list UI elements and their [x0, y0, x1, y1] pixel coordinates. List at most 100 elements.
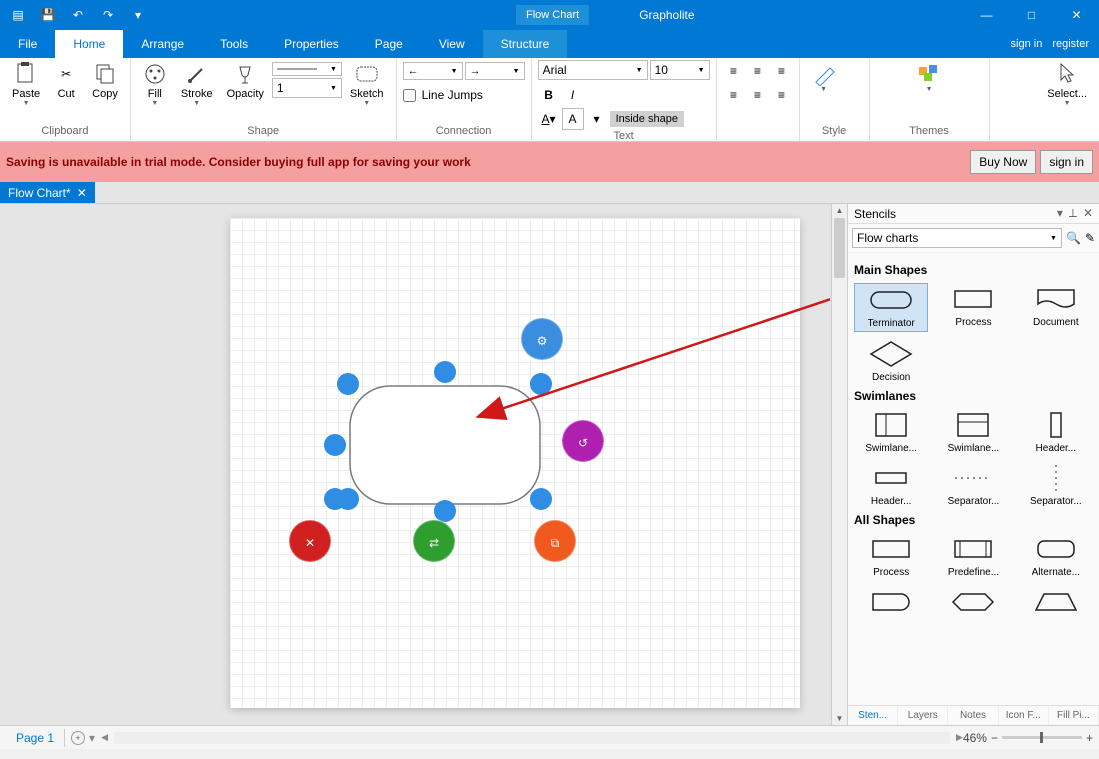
tab-home[interactable]: Home — [55, 30, 123, 58]
stencil-item-swimlane-v[interactable]: Swimlane... — [854, 409, 928, 456]
font-color-button[interactable]: A▾ — [538, 108, 560, 130]
canvas-action-copy[interactable]: ⧉ — [534, 520, 576, 562]
tab-tools[interactable]: Tools — [202, 30, 266, 58]
stencil-item-header-v[interactable]: Header... — [1019, 409, 1093, 456]
save-icon[interactable]: 💾 — [40, 7, 56, 23]
opacity-value-dropdown[interactable]: 1▼ — [272, 78, 342, 98]
add-page-button[interactable]: + — [71, 731, 85, 745]
canvas-action-rotate[interactable]: ↺ — [562, 420, 604, 462]
text-box-button[interactable]: A — [562, 108, 584, 130]
trial-signin-button[interactable]: sign in — [1040, 150, 1093, 174]
footer-tab-stencils[interactable]: Sten... — [848, 706, 898, 725]
tab-structure[interactable]: Structure — [483, 30, 568, 58]
inside-shape-button[interactable]: Inside shape — [610, 111, 684, 127]
section-all-shapes: All Shapes — [854, 513, 1093, 527]
vertical-scrollbar[interactable]: ▲ ▼ — [831, 204, 847, 725]
stencil-item-decision[interactable]: Decision — [854, 338, 928, 385]
register-link[interactable]: register — [1052, 38, 1089, 50]
maximize-button[interactable]: □ — [1009, 0, 1054, 30]
sketch-button[interactable]: Sketch ▼ — [344, 60, 390, 109]
tab-file[interactable]: File — [0, 30, 55, 58]
scroll-thumb[interactable] — [834, 218, 845, 278]
pin-icon[interactable]: ⟂ — [1069, 206, 1077, 221]
footer-tab-notes[interactable]: Notes — [948, 706, 998, 725]
undo-icon[interactable]: ↶ — [70, 7, 86, 23]
fill-button[interactable]: Fill ▼ — [137, 60, 173, 109]
align-right-button[interactable]: ≡ — [771, 60, 793, 82]
hscroll-left-icon[interactable]: ◀ — [101, 732, 108, 743]
signin-link[interactable]: sign in — [1011, 38, 1043, 50]
stencil-item-cap[interactable] — [854, 586, 928, 622]
stencil-item-terminator[interactable]: Terminator — [854, 283, 928, 332]
line-jumps-input[interactable] — [403, 89, 416, 102]
panel-menu-icon[interactable]: ▾ — [1057, 206, 1063, 221]
valign-middle-button[interactable]: ≡ — [747, 84, 769, 106]
valign-bottom-button[interactable]: ≡ — [771, 84, 793, 106]
qat-more-icon[interactable]: ▾ — [130, 7, 146, 23]
themes-button[interactable]: ▼ — [911, 60, 947, 95]
align-left-button[interactable]: ≡ — [723, 60, 745, 82]
valign-top-button[interactable]: ≡ — [723, 84, 745, 106]
svg-text:↺: ↺ — [578, 436, 588, 450]
italic-button[interactable]: I — [562, 84, 584, 106]
stroke-button[interactable]: Stroke ▼ — [175, 60, 219, 109]
chevron-down-icon[interactable]: ▾ — [89, 731, 95, 745]
hscroll-right-icon[interactable]: ▶ — [956, 732, 963, 743]
close-button[interactable]: ✕ — [1054, 0, 1099, 30]
style-button[interactable]: ▼ — [806, 60, 842, 95]
stencil-item-sep-vdots[interactable]: Separator... — [1019, 462, 1093, 509]
bold-button[interactable]: B — [538, 84, 560, 106]
opacity-button[interactable]: Opacity — [221, 60, 270, 102]
stencil-item-sep-dots[interactable]: Separator... — [936, 462, 1010, 509]
tab-arrange[interactable]: Arrange — [123, 30, 202, 58]
font-family-dropdown[interactable]: Arial▼ — [538, 60, 648, 80]
zoom-in-button[interactable]: + — [1086, 731, 1093, 745]
stencil-item-alternate[interactable]: Alternate... — [1019, 533, 1093, 580]
canvas-viewport[interactable]: ⚙ ↺ ✕ ⇄ ⧉ — [0, 204, 831, 725]
minimize-button[interactable]: — — [964, 0, 1009, 30]
select-button[interactable]: Select... ▼ — [1041, 60, 1093, 109]
footer-tab-fillpi[interactable]: Fill Pi... — [1049, 706, 1099, 725]
stencil-item-header-h[interactable]: Header... — [854, 462, 928, 509]
paste-button[interactable]: Paste ▼ — [6, 60, 46, 109]
buy-now-button[interactable]: Buy Now — [970, 150, 1036, 174]
canvas-action-swap[interactable]: ⇄ — [413, 520, 455, 562]
stencil-item-swimlane-h[interactable]: Swimlane... — [936, 409, 1010, 456]
tab-view[interactable]: View — [421, 30, 483, 58]
canvas-action-settings[interactable]: ⚙ — [521, 318, 563, 360]
canvas-action-delete[interactable]: ✕ — [289, 520, 331, 562]
footer-tab-layers[interactable]: Layers — [898, 706, 948, 725]
page-tab[interactable]: Page 1 — [6, 729, 65, 747]
arrow-start-dropdown[interactable]: ←▼ — [403, 62, 463, 80]
document-tab[interactable]: Flow Chart* ✕ — [0, 182, 95, 203]
stencil-item-predefined[interactable]: Predefine... — [936, 533, 1010, 580]
copy-button[interactable]: Copy — [86, 60, 124, 102]
close-tab-icon[interactable]: ✕ — [77, 186, 87, 200]
stencil-item-process[interactable]: Process — [936, 283, 1010, 332]
align-center-button[interactable]: ≡ — [747, 60, 769, 82]
search-icon[interactable]: 🔍 — [1066, 231, 1081, 245]
tab-properties[interactable]: Properties — [266, 30, 357, 58]
app-menu-icon[interactable]: ▤ — [10, 7, 26, 23]
redo-icon[interactable]: ↷ — [100, 7, 116, 23]
stencil-item-trap[interactable] — [1019, 586, 1093, 622]
cut-button[interactable]: ✂ Cut — [48, 60, 84, 102]
horizontal-scrollbar[interactable] — [114, 732, 950, 744]
chevron-down-icon[interactable]: ▾ — [586, 108, 608, 130]
stencil-item-process[interactable]: Process — [854, 533, 928, 580]
panel-close-icon[interactable]: ✕ — [1083, 206, 1093, 221]
zoom-slider[interactable] — [1002, 736, 1082, 739]
stencil-item-hex[interactable] — [936, 586, 1010, 622]
arrow-end-dropdown[interactable]: →▼ — [465, 62, 525, 80]
stencil-item-document[interactable]: Document — [1019, 283, 1093, 332]
zoom-out-button[interactable]: − — [991, 731, 998, 745]
line-style-dropdown[interactable]: ▼ — [272, 62, 342, 76]
tab-page[interactable]: Page — [357, 30, 421, 58]
line-jumps-checkbox[interactable]: Line Jumps — [403, 88, 525, 102]
paper[interactable]: ⚙ ↺ ✕ ⇄ ⧉ — [230, 218, 800, 708]
stencil-shape-icon — [869, 588, 913, 616]
font-size-dropdown[interactable]: 10▼ — [650, 60, 710, 80]
footer-tab-iconf[interactable]: Icon F... — [999, 706, 1049, 725]
stencil-category-dropdown[interactable]: Flow charts▼ — [852, 228, 1062, 248]
edit-icon[interactable]: ✎ — [1085, 231, 1095, 245]
